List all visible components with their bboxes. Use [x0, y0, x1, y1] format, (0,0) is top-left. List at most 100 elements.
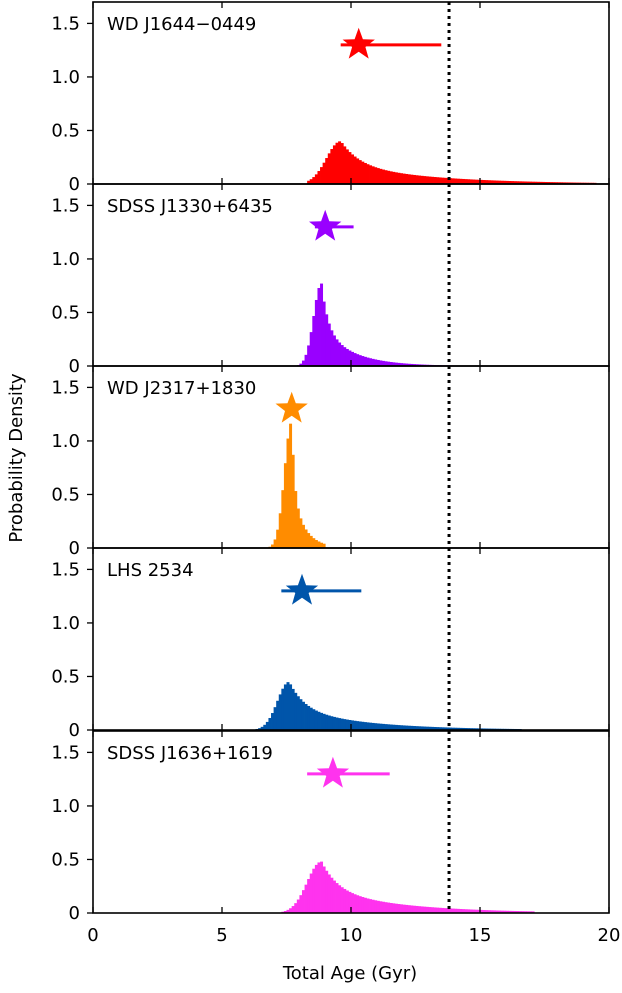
- y-tick-label: 0.5: [51, 666, 80, 687]
- histogram-bar: [443, 908, 447, 913]
- panel-label: SDSS J1330+6435: [107, 196, 273, 217]
- histogram-bar: [418, 726, 422, 730]
- histogram-bar: [487, 180, 491, 184]
- histogram-bar: [332, 880, 336, 913]
- histogram-bar: [461, 909, 465, 913]
- histogram-bar: [505, 910, 509, 913]
- histogram-bar: [562, 182, 566, 184]
- histogram-bar: [449, 908, 453, 913]
- histogram-bar: [400, 904, 403, 913]
- histogram-bar: [410, 363, 414, 366]
- histogram-bar: [363, 356, 367, 366]
- histogram-bar: [353, 894, 357, 913]
- histogram-bar: [322, 713, 326, 730]
- histogram-bar: [307, 533, 311, 548]
- x-tick-label: 5: [216, 925, 227, 946]
- histogram-bar: [291, 906, 295, 913]
- histogram-bar: [291, 454, 295, 548]
- histogram-bar: [508, 910, 512, 913]
- histogram-bar: [317, 862, 321, 913]
- histogram-bar: [456, 178, 460, 184]
- histogram-bar: [307, 180, 311, 184]
- histogram-bar: [503, 910, 507, 913]
- histogram-bar: [472, 179, 476, 184]
- histogram-bar: [299, 363, 303, 366]
- histogram-bar: [381, 723, 385, 730]
- histogram-bar: [309, 535, 313, 548]
- histogram-bar: [374, 723, 378, 730]
- histogram-bar: [320, 283, 324, 366]
- histogram-bar: [327, 715, 331, 730]
- histogram-bar: [301, 524, 305, 548]
- histogram-bar: [433, 726, 437, 730]
- y-tick-label: 0.5: [51, 302, 80, 323]
- histogram-bar: [304, 704, 308, 730]
- panel-label: WD J1644−0449: [107, 14, 256, 35]
- histogram-bar: [472, 728, 476, 730]
- histogram-bar: [371, 722, 375, 730]
- histogram-bar: [482, 180, 486, 184]
- star-marker: [316, 756, 350, 788]
- histogram-bar: [467, 728, 471, 730]
- histogram-bar: [443, 177, 447, 184]
- histogram-bar: [503, 180, 507, 184]
- panel-4: LHS 2534 0 0.5 1.0 1.5: [51, 547, 610, 741]
- histogram-bar: [281, 688, 285, 730]
- histogram-bar: [508, 181, 512, 184]
- histogram-bar: [490, 910, 494, 913]
- histogram-bar: [366, 722, 370, 730]
- histogram-bar: [361, 897, 365, 913]
- histogram-bar: [412, 364, 416, 366]
- histogram-bar: [400, 725, 403, 730]
- histogram-bar: [428, 907, 432, 913]
- histogram-bar: [283, 463, 287, 548]
- histogram-bar: [366, 357, 370, 366]
- y-tick-label: 0.5: [51, 849, 80, 870]
- histogram-bar: [469, 179, 473, 184]
- histogram-bar: [485, 910, 489, 913]
- histogram-bar: [423, 726, 427, 730]
- histogram-bar: [420, 906, 424, 913]
- histogram-bar: [299, 518, 303, 548]
- histogram-bar: [536, 181, 540, 184]
- histogram-bar: [500, 180, 504, 184]
- histogram-bar: [317, 171, 321, 184]
- histogram-bar: [513, 181, 517, 184]
- histogram-bar: [332, 716, 336, 730]
- histogram-bar: [402, 904, 406, 913]
- histogram-bar: [330, 149, 334, 184]
- histogram-bar: [343, 888, 347, 913]
- histogram-bar: [461, 178, 465, 184]
- histogram-bar: [343, 719, 347, 730]
- histogram-bar: [363, 722, 367, 730]
- histogram-bar: [351, 154, 354, 184]
- histogram-bar: [389, 171, 393, 184]
- histogram-bar: [420, 175, 424, 184]
- histogram-bar: [307, 705, 311, 730]
- histogram-bar: [361, 356, 365, 366]
- histogram-bar: [296, 899, 300, 913]
- histogram-bar: [472, 909, 476, 913]
- histogram: [281, 861, 535, 913]
- histogram-bar: [456, 727, 460, 730]
- histogram-bar: [307, 879, 311, 913]
- histogram-bar: [273, 707, 277, 730]
- y-tick-label: 0.5: [51, 120, 80, 141]
- histogram-bar: [374, 359, 378, 366]
- histogram-bar: [446, 908, 450, 913]
- histogram-bar: [387, 902, 391, 913]
- histogram-bar: [405, 363, 409, 366]
- histogram-bar: [451, 908, 455, 913]
- histogram-bar: [325, 870, 329, 913]
- histogram-bar: [384, 361, 388, 366]
- histogram-bar: [438, 727, 442, 730]
- histogram-bar: [438, 177, 442, 184]
- histogram-bar: [327, 153, 331, 184]
- histogram-bar: [371, 899, 375, 913]
- histogram-bar: [505, 180, 509, 184]
- histogram-bar: [289, 423, 293, 548]
- histogram-bar: [322, 543, 326, 548]
- histogram-bar: [485, 180, 489, 184]
- histogram-bar: [335, 339, 339, 366]
